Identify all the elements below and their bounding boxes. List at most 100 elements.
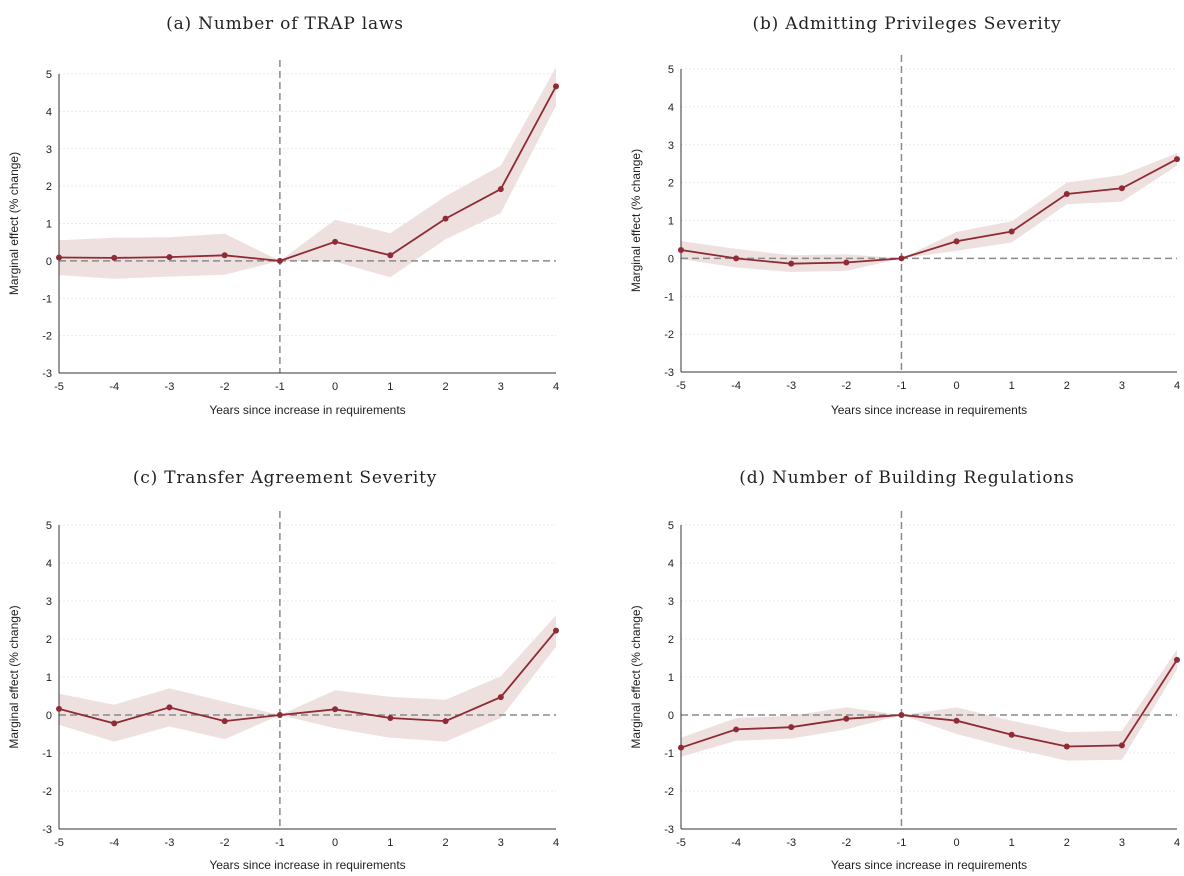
data-point bbox=[166, 254, 173, 261]
data-point bbox=[843, 259, 850, 266]
data-point bbox=[276, 257, 283, 264]
data-point bbox=[111, 254, 118, 261]
panel-d-plot: -3 -2 -1 0 1 2 3 4 5 -5 -4 -3 -2 -1 0 1 2 3 4 Years since i… bbox=[629, 511, 1180, 872]
confidence-band bbox=[681, 649, 1177, 761]
x-tick-label: 4 bbox=[1174, 380, 1180, 392]
y-tick-label: -2 bbox=[664, 786, 674, 798]
y-tick-label: -3 bbox=[42, 824, 52, 836]
x-tick-label: -2 bbox=[841, 837, 851, 849]
data-point bbox=[56, 705, 62, 712]
y-tick-label: 0 bbox=[46, 710, 52, 722]
x-axis-label: Years since increase in requirements bbox=[209, 858, 405, 872]
panel-b-title: (b) Admitting Privileges Severity bbox=[752, 14, 1062, 34]
x-tick-label: 1 bbox=[387, 381, 393, 393]
y-tick-label: -1 bbox=[664, 748, 674, 760]
x-axis-label: Years since increase in requirements bbox=[209, 403, 405, 417]
data-point bbox=[276, 712, 283, 718]
x-tick-label: 2 bbox=[442, 837, 448, 849]
x-tick-label: 3 bbox=[1119, 380, 1125, 392]
x-tick-label: 4 bbox=[553, 837, 559, 849]
y-tick-label: -3 bbox=[664, 367, 674, 379]
x-tick-label: 2 bbox=[1064, 837, 1070, 849]
y-tick-label: 1 bbox=[668, 216, 674, 228]
panel-c-plot: -3 -2 -1 0 1 2 3 4 5 -5 -4 -3 -2 -1 0 1 2 3 4 Years since i… bbox=[7, 511, 559, 872]
series-line bbox=[680, 659, 1178, 749]
data-point bbox=[1008, 731, 1015, 738]
data-point bbox=[497, 186, 504, 193]
data-point bbox=[898, 712, 905, 718]
data-point bbox=[56, 254, 62, 261]
x-tick-label: -5 bbox=[676, 380, 686, 392]
x-tick-label: 0 bbox=[953, 380, 959, 392]
y-tick-label: -2 bbox=[664, 329, 674, 341]
x-tick-label: 4 bbox=[553, 381, 559, 393]
data-point bbox=[553, 83, 559, 90]
data-point bbox=[166, 704, 173, 711]
y-tick-label: 1 bbox=[46, 672, 52, 684]
y-tick-label: 5 bbox=[668, 64, 674, 76]
x-tick-label: -3 bbox=[786, 837, 796, 849]
data-point bbox=[387, 252, 394, 259]
x-tick-label: 0 bbox=[332, 381, 338, 393]
panel-d-title: (d) Number of Building Regulations bbox=[739, 468, 1075, 488]
y-tick-label: -3 bbox=[664, 824, 674, 836]
x-tick-label: -5 bbox=[54, 381, 64, 393]
data-point bbox=[678, 247, 684, 254]
y-tick-label: 4 bbox=[46, 558, 52, 570]
x-tick-label: -2 bbox=[220, 381, 230, 393]
x-tick-label: 3 bbox=[498, 837, 504, 849]
x-tick-label: -4 bbox=[731, 380, 741, 392]
x-axis-label: Years since increase in requirements bbox=[831, 858, 1027, 872]
data-point bbox=[953, 717, 960, 724]
data-point bbox=[111, 720, 118, 727]
x-tick-label: -2 bbox=[220, 837, 230, 849]
x-tick-label: 2 bbox=[442, 381, 448, 393]
data-point bbox=[1063, 190, 1070, 197]
x-tick-label: -2 bbox=[841, 380, 851, 392]
y-tick-label: -1 bbox=[42, 748, 52, 760]
data-point bbox=[1174, 156, 1180, 163]
data-point bbox=[733, 726, 740, 733]
x-tick-label: -4 bbox=[109, 837, 119, 849]
y-tick-label: 2 bbox=[46, 181, 52, 193]
y-axis-label: Marginal effect (% change) bbox=[629, 149, 643, 292]
y-tick-label: 4 bbox=[668, 558, 674, 570]
x-tick-label: -5 bbox=[54, 837, 64, 849]
data-point bbox=[497, 694, 504, 701]
y-tick-label: 2 bbox=[668, 634, 674, 646]
y-tick-label: 1 bbox=[668, 672, 674, 684]
y-tick-label: 0 bbox=[668, 710, 674, 722]
x-tick-label: 1 bbox=[1009, 380, 1015, 392]
y-tick-label: 0 bbox=[668, 253, 674, 265]
y-tick-label: 0 bbox=[46, 256, 52, 268]
confidence-band bbox=[59, 67, 556, 279]
y-tick-label: -2 bbox=[42, 331, 52, 343]
x-tick-label: 3 bbox=[498, 381, 504, 393]
y-tick-label: 2 bbox=[46, 634, 52, 646]
y-tick-label: 3 bbox=[668, 596, 674, 608]
series-line bbox=[58, 630, 557, 725]
series-line bbox=[58, 85, 557, 262]
data-point bbox=[221, 252, 228, 259]
x-tick-label: -4 bbox=[731, 837, 741, 849]
data-point bbox=[332, 238, 339, 245]
data-point bbox=[733, 255, 740, 262]
x-tick-label: -1 bbox=[897, 380, 907, 392]
y-tick-label: 5 bbox=[668, 520, 674, 532]
y-tick-label: 1 bbox=[46, 219, 52, 231]
data-point bbox=[843, 715, 850, 722]
y-tick-label: 3 bbox=[46, 596, 52, 608]
y-tick-label: 3 bbox=[46, 144, 52, 156]
x-axis-label: Years since increase in requirements bbox=[831, 403, 1027, 417]
x-tick-label: 4 bbox=[1174, 837, 1180, 849]
data-point bbox=[788, 260, 795, 267]
data-point bbox=[678, 744, 684, 751]
x-tick-label: -5 bbox=[676, 837, 686, 849]
panel-a-title: (a) Number of TRAP laws bbox=[166, 14, 404, 34]
y-tick-label: -1 bbox=[664, 291, 674, 303]
panel-b-plot: -3 -2 -1 0 1 2 3 4 5 -5 -4 -3 -2 -1 0 1 2 3 4 Years since i… bbox=[629, 55, 1180, 417]
y-tick-label: 2 bbox=[668, 178, 674, 190]
y-axis-label: Marginal effect (% change) bbox=[7, 605, 21, 748]
x-tick-label: 0 bbox=[953, 837, 959, 849]
data-point bbox=[1174, 656, 1180, 663]
